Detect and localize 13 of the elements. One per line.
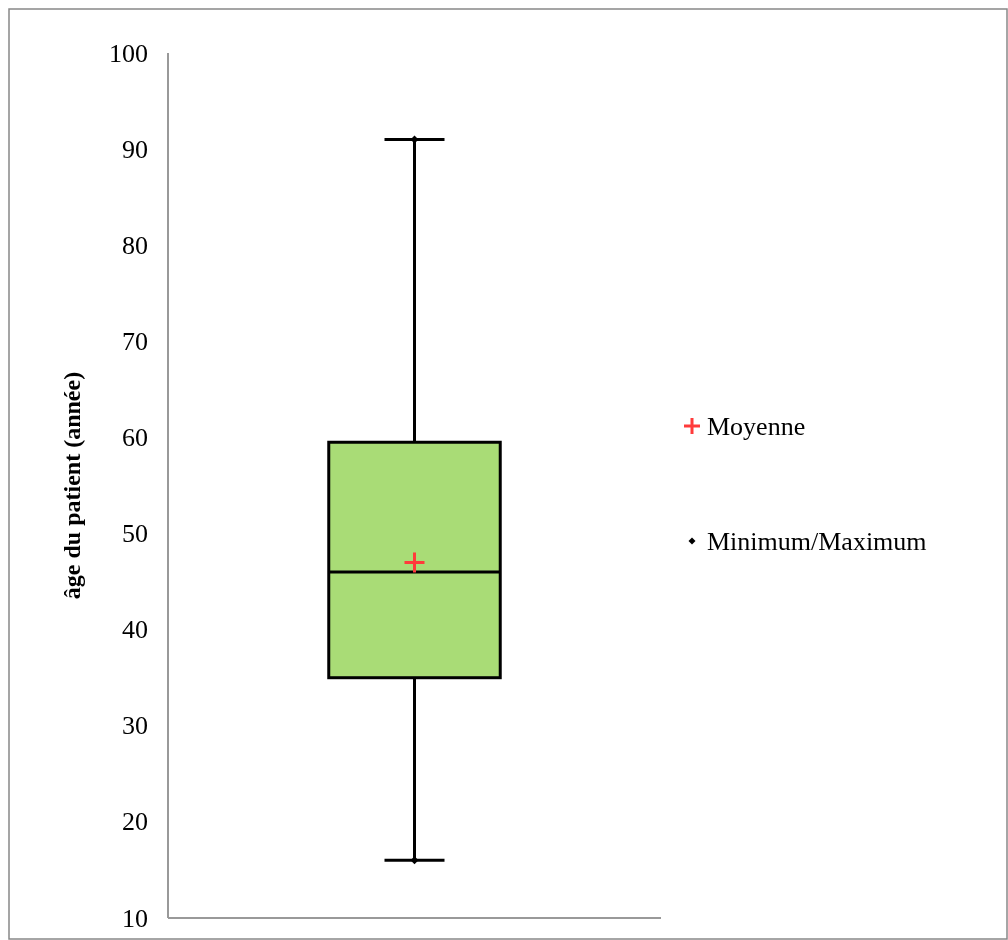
y-tick-label: 80 (122, 230, 148, 260)
y-tick-label: 70 (122, 326, 148, 356)
y-tick-label: 90 (122, 134, 148, 164)
y-tick-label: 60 (122, 422, 148, 452)
y-tick-label: 100 (109, 38, 148, 68)
y-tick-label: 40 (122, 615, 148, 645)
y-tick-label: 20 (122, 807, 148, 837)
y-tick-label: 50 (122, 519, 148, 549)
legend-label: Moyenne (707, 411, 806, 441)
y-tick-label: 10 (122, 903, 148, 933)
y-axis-title: âge du patient (année) (59, 371, 85, 600)
legend-label: Minimum/Maximum (707, 526, 927, 556)
y-tick-label: 30 (122, 711, 148, 741)
